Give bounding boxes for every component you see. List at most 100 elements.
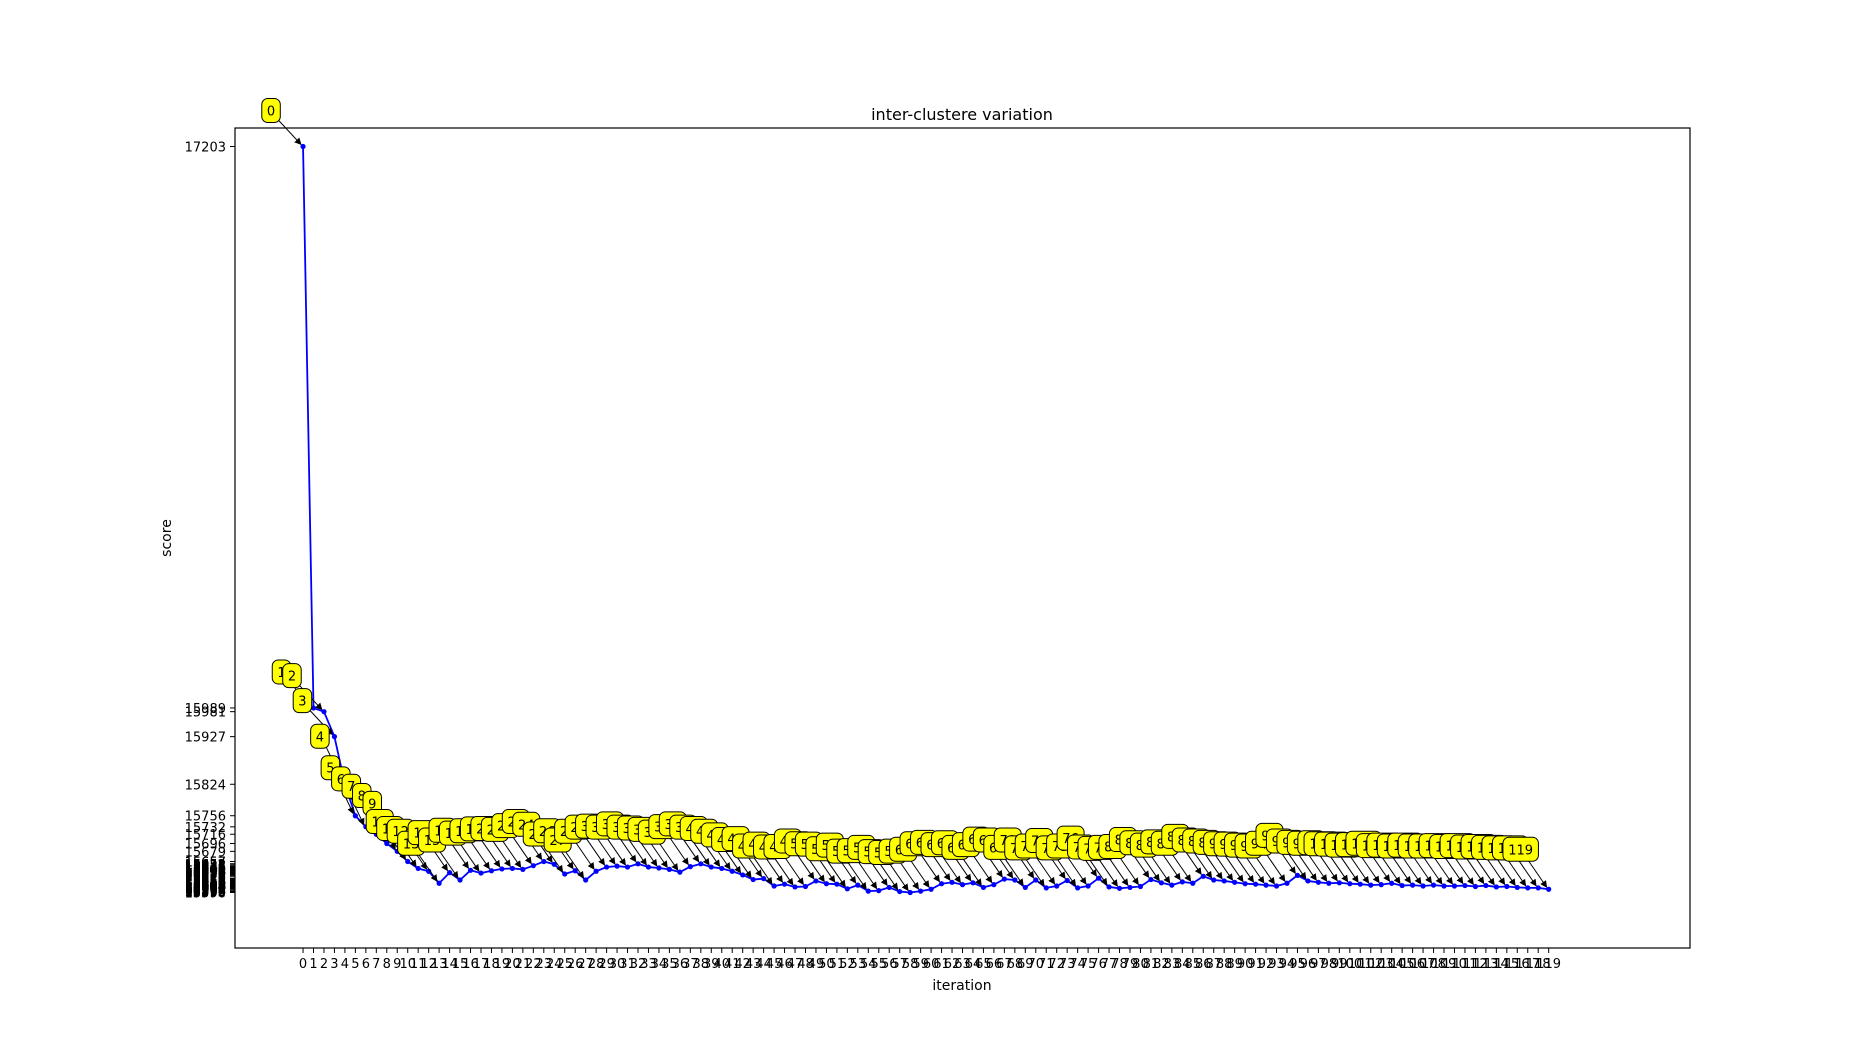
y-tick-label: 15617	[185, 874, 226, 889]
x-tick-label: 1	[309, 957, 317, 972]
data-point	[509, 865, 515, 872]
y-tick-label: 15601	[185, 881, 226, 896]
y-tick-label: 15611	[185, 877, 226, 892]
y-tick-label: 15646	[185, 861, 226, 876]
data-point	[991, 882, 997, 888]
data-point	[405, 858, 411, 865]
y-tick-label: 15621	[185, 872, 226, 887]
y-tick-label: 15628	[185, 869, 226, 884]
x-tick-label: 74	[1069, 957, 1086, 972]
y-tick-label: 15606	[185, 879, 226, 894]
annotation-layer: 0123456789101112131415161718192021222324…	[261, 97, 1548, 892]
annotation-arrow	[274, 116, 302, 146]
data-point	[1242, 881, 1248, 887]
x-tick-label: 93	[1268, 957, 1285, 972]
x-tick-label: 102	[1358, 957, 1383, 972]
y-tick-label: 15610	[185, 877, 226, 892]
x-tick-label: 95	[1289, 957, 1306, 972]
data-point	[593, 868, 599, 874]
x-tick-label: 61	[933, 957, 950, 972]
data-point	[834, 881, 840, 887]
y-tick-label: 15592	[185, 886, 226, 901]
y-tick-label: 15608	[185, 878, 226, 893]
data-point	[1148, 876, 1154, 883]
x-tick-label: 103	[1369, 957, 1394, 972]
data-point	[897, 888, 903, 895]
x-tick-label: 46	[776, 957, 793, 972]
data-point	[1127, 884, 1133, 891]
y-tick-label: 15636	[185, 865, 226, 880]
data-point	[865, 888, 871, 894]
x-tick-label: 43	[745, 957, 762, 972]
data-point	[1221, 878, 1227, 884]
data-point	[1410, 882, 1416, 888]
x-tick-label: 2	[320, 957, 328, 972]
y-tick-label: 15657	[185, 856, 226, 871]
x-tick-label: 119	[1536, 957, 1561, 972]
y-tick-label: 15606	[185, 879, 226, 894]
x-tick-label: 115	[1494, 957, 1519, 972]
x-tick-label: 116	[1505, 957, 1530, 972]
x-tick-label: 97	[1310, 957, 1327, 972]
x-tick-label: 48	[797, 957, 814, 972]
y-tick-label: 15590	[185, 887, 226, 902]
y-tick-label: 15603	[185, 880, 226, 895]
y-tick-label: 15609	[185, 878, 226, 893]
data-point	[1378, 882, 1384, 888]
y-tick-label: 15636	[185, 865, 226, 880]
x-tick-label: 41	[724, 957, 741, 972]
y-tick-label: 15716	[185, 828, 226, 843]
data-point	[1012, 877, 1018, 883]
annotation-box	[292, 688, 313, 714]
data-point	[467, 867, 474, 873]
x-tick-label: 6	[362, 957, 370, 972]
data-point	[1043, 885, 1049, 891]
y-tick-label: 15652	[185, 858, 226, 873]
y-tick-label: 15679	[185, 845, 226, 860]
y-tick-label: 15615	[185, 875, 226, 890]
y-tick-label: 15601	[185, 881, 226, 896]
x-tick-label: 70	[1028, 957, 1045, 972]
data-point	[1514, 884, 1520, 891]
y-tick-label: 15617	[185, 874, 226, 889]
data-point	[855, 882, 861, 888]
data-point	[918, 888, 924, 894]
y-tick-label: 15981	[185, 706, 226, 721]
data-point	[1504, 883, 1510, 890]
data-point	[457, 877, 463, 883]
chart-title: inter-clustere variation	[871, 105, 1053, 124]
y-tick-label: 15604	[185, 880, 226, 895]
annotation-label: 8	[358, 789, 366, 804]
x-tick-label: 30	[609, 957, 626, 972]
y-tick-label: 15638	[185, 864, 226, 879]
x-tick-label: 58	[902, 957, 919, 972]
x-tick-label: 69	[1017, 957, 1034, 972]
data-point	[499, 866, 505, 872]
y-tick-label: 15598	[185, 883, 226, 898]
data-point	[562, 871, 568, 877]
data-point	[886, 884, 892, 891]
data-point	[719, 865, 725, 872]
data-point	[1106, 884, 1112, 890]
x-tick-label: 50	[818, 957, 835, 972]
y-tick-label: 15610	[185, 877, 226, 892]
x-tick-label: 27	[577, 957, 594, 972]
data-point	[823, 881, 830, 887]
y-tick-label: 15600	[185, 882, 226, 897]
y-tick-label: 15643	[185, 862, 226, 877]
y-tick-label: 15633	[185, 867, 226, 882]
data-point	[1525, 885, 1531, 891]
x-tick-label: 36	[672, 957, 689, 972]
x-tick-label: 55	[870, 957, 887, 972]
data-point	[1252, 881, 1259, 887]
y-tick-label: 15603	[185, 880, 226, 895]
x-tick-label: 109	[1432, 957, 1457, 972]
y-tick-label: 15641	[185, 863, 226, 878]
data-point	[1169, 882, 1175, 888]
data-point	[1095, 875, 1102, 881]
x-tick-label: 104	[1379, 957, 1404, 972]
y-tick-label: 15607	[185, 879, 226, 894]
y-tick-label: 15601	[185, 881, 226, 896]
x-tick-label: 90	[1237, 957, 1254, 972]
